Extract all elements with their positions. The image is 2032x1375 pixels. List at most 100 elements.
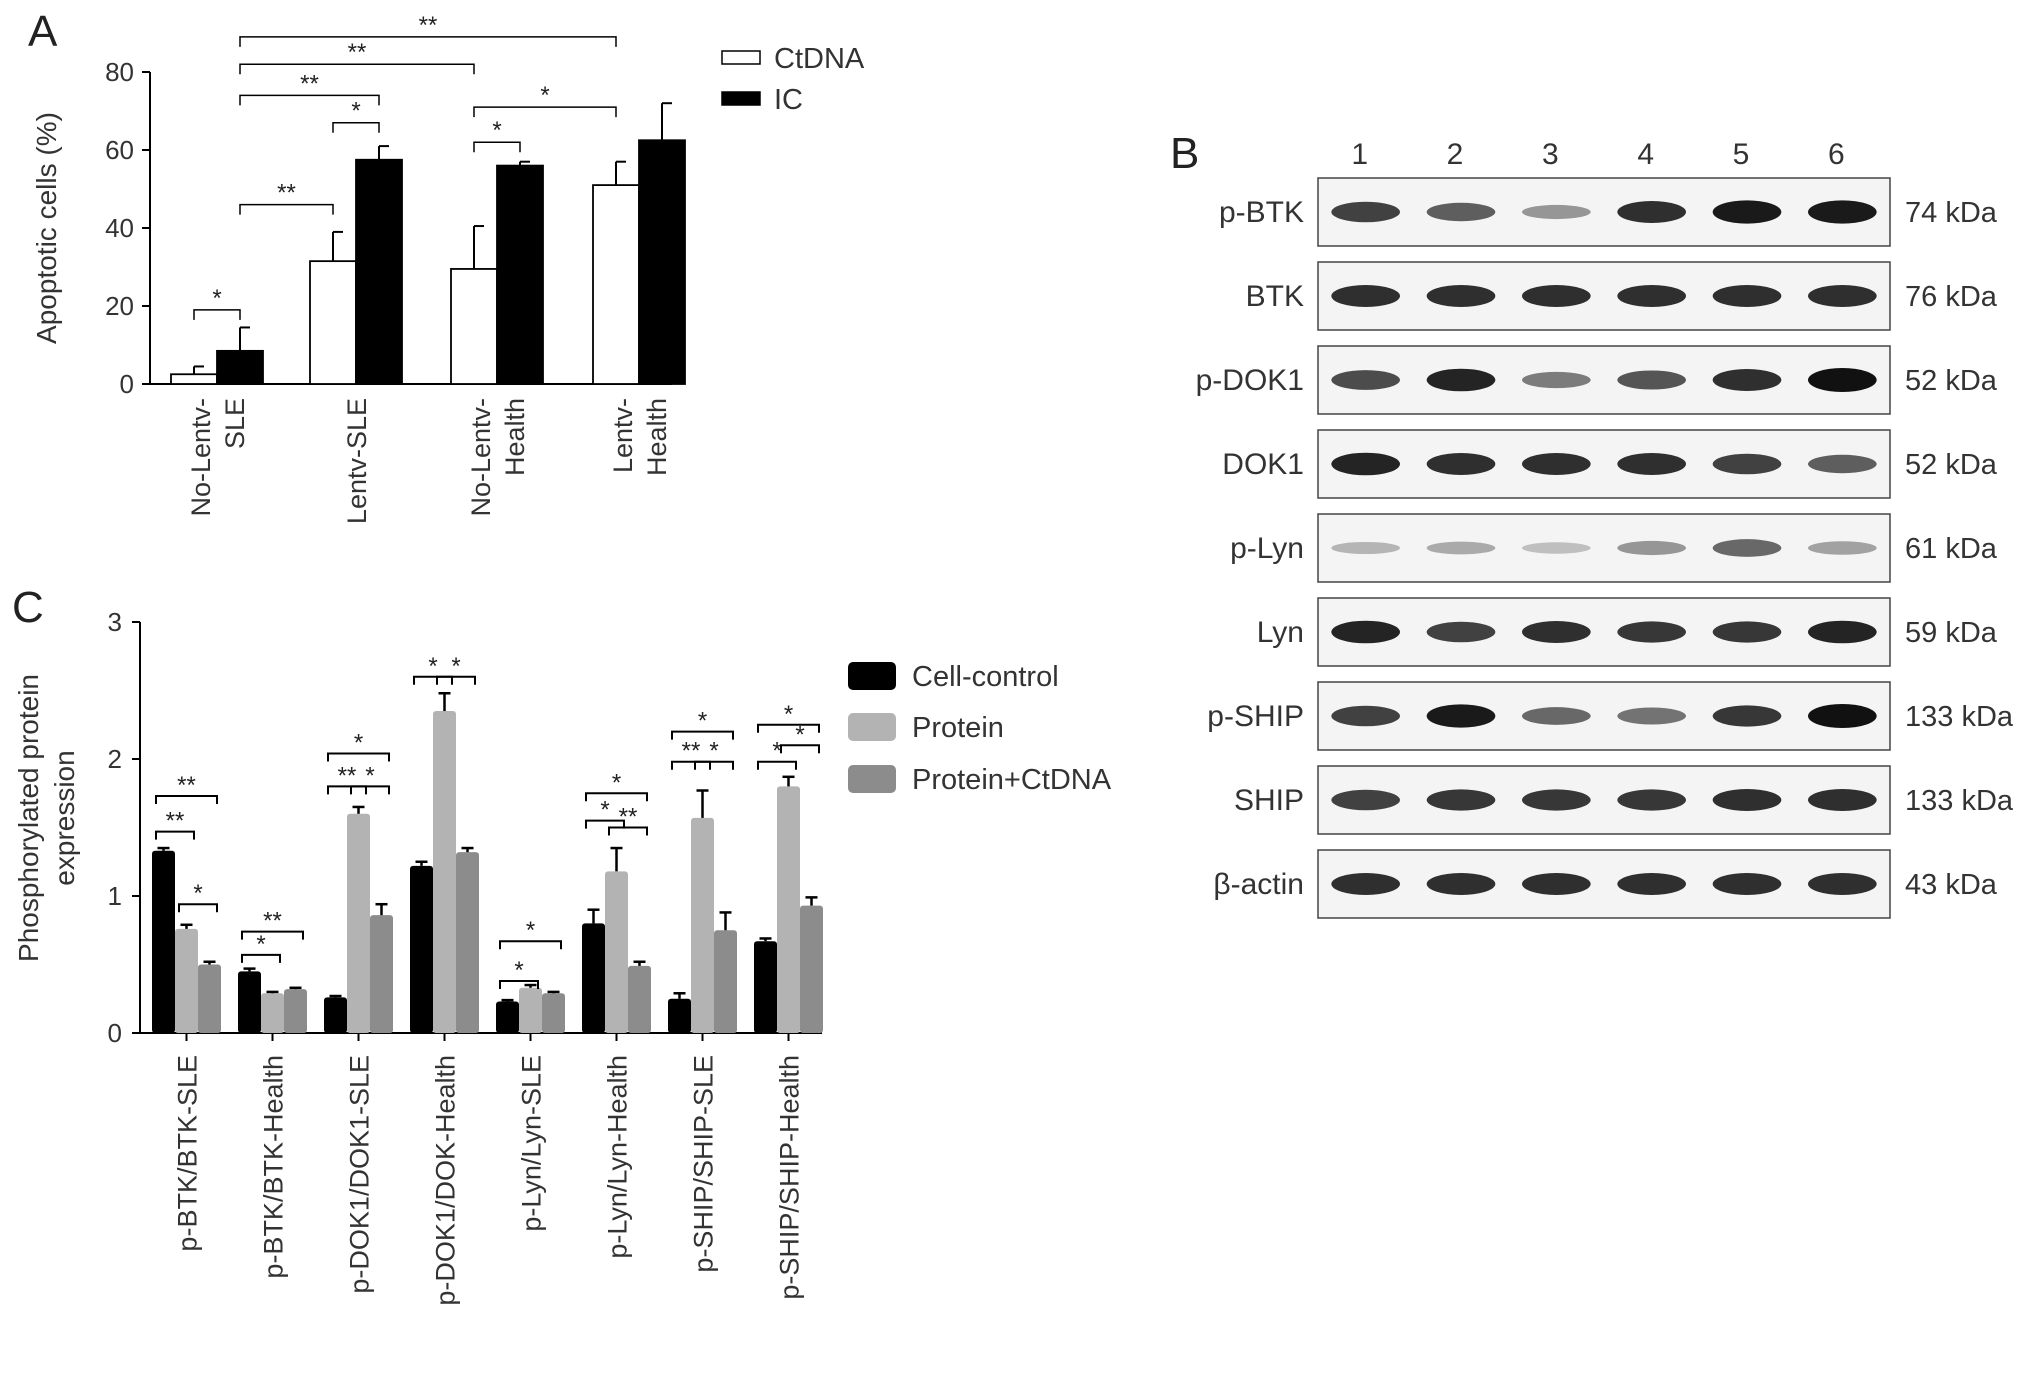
bar [410, 865, 433, 1033]
protein-band [1426, 621, 1496, 643]
protein-band [1426, 368, 1496, 392]
category-label: No-Lentv- [466, 398, 496, 517]
significance-marker: ** [419, 12, 438, 39]
bar [668, 998, 691, 1033]
significance-bracket [473, 141, 521, 153]
bar [638, 139, 686, 385]
category-label: SLE [220, 398, 250, 449]
protein-band [1331, 370, 1400, 390]
protein-band [1331, 705, 1400, 727]
significance-bracket [608, 826, 648, 836]
significance-marker: * [365, 762, 374, 789]
category-label: p-DOK1/DOK1-SLE [345, 1055, 375, 1294]
bar [714, 930, 737, 1033]
bar [450, 268, 498, 385]
lane-number: 4 [1637, 138, 1654, 171]
bar [582, 923, 605, 1033]
chart-c-bars [152, 691, 823, 1033]
blot-row-label: β-actin [1213, 868, 1304, 901]
significance-marker: * [354, 730, 363, 757]
significance-marker: ** [177, 772, 196, 799]
blot-row-label: p-DOK1 [1196, 364, 1304, 397]
category-label: Health [500, 398, 530, 476]
protein-band [1617, 285, 1686, 307]
lane-number: 5 [1733, 138, 1750, 171]
significance-bracket [350, 785, 390, 795]
significance-marker: * [492, 117, 501, 144]
blot-membrane [1317, 765, 1891, 835]
significance-bracket [585, 792, 648, 802]
significance-bracket [671, 730, 734, 740]
category-label: p-Lyn/Lyn-Health [603, 1055, 633, 1259]
significance-marker: * [698, 708, 707, 735]
protein-band [1331, 873, 1400, 895]
protein-band [1617, 370, 1686, 390]
protein-band [1522, 707, 1591, 725]
protein-band [1712, 873, 1782, 895]
significance-marker: * [451, 653, 460, 680]
y-tick-label: 2 [108, 744, 122, 774]
significance-marker: * [193, 880, 202, 907]
significance-bracket [327, 785, 367, 795]
significance-bracket [757, 760, 797, 770]
protein-band [1808, 789, 1877, 811]
blot-row: p-Lyn 61 kDa [1230, 513, 1998, 583]
y-tick-label: 0 [108, 1018, 122, 1048]
bar [519, 987, 542, 1033]
lane-number: 1 [1351, 138, 1368, 171]
significance-marker: * [514, 957, 523, 984]
protein-band [1617, 789, 1686, 811]
chart-c-y-axis-title-line-2: expression [49, 750, 80, 885]
significance-marker: * [526, 917, 535, 944]
significance-marker: * [212, 285, 221, 312]
protein-band [1808, 873, 1877, 895]
protein-band [1712, 789, 1782, 811]
significance-bracket [239, 36, 617, 47]
legend-label-protein-ctdna: Protein+CtDNA [912, 764, 1112, 796]
protein-band [1712, 705, 1782, 727]
protein-band [1522, 621, 1591, 643]
significance-bracket [193, 309, 241, 320]
bar [238, 971, 261, 1033]
protein-band [1522, 453, 1591, 475]
protein-band [1522, 873, 1591, 895]
significance-bracket [155, 794, 218, 804]
blot-membrane [1317, 177, 1891, 247]
blot-membrane [1317, 429, 1891, 499]
blot-membrane [1317, 681, 1891, 751]
legend-swatch-protein-ctdna [848, 765, 896, 793]
bar [170, 373, 218, 385]
significance-marker: * [772, 738, 781, 765]
chart-c-y-axis-title-line-1: Phosphorylated protein [13, 674, 44, 962]
y-tick-label: 40 [105, 213, 134, 243]
protein-band [1712, 285, 1782, 307]
bar [284, 989, 307, 1033]
significance-bracket [178, 903, 218, 913]
significance-bracket [780, 744, 820, 754]
protein-band [1426, 285, 1496, 307]
blot-row-kda: 74 kDa [1905, 197, 1998, 229]
bar [347, 813, 370, 1033]
protein-band [1617, 540, 1686, 556]
significance-marker: * [784, 701, 793, 728]
bar [496, 164, 544, 385]
significance-marker: * [709, 738, 718, 765]
significance-bracket [585, 819, 625, 829]
chart-a-y-axis-title: Apoptotic cells (%) [31, 112, 62, 344]
significance-bracket [241, 953, 281, 963]
chart-a-categories: No-Lentv- SLE Lentv-SLE No-Lentv- Health Lent… [186, 398, 672, 524]
significance-marker: ** [338, 762, 357, 789]
protein-band [1522, 542, 1591, 554]
blot-row-kda: 76 kDa [1905, 281, 1998, 313]
protein-band [1808, 368, 1877, 392]
significance-marker: * [351, 98, 360, 125]
bar [496, 1001, 519, 1033]
bar [309, 260, 357, 385]
category-label: Lentv- [608, 398, 638, 473]
significance-marker: * [600, 797, 609, 824]
protein-band [1712, 200, 1782, 224]
blot-row: p-SHIP 133 kDa [1207, 681, 2014, 751]
protein-band [1617, 201, 1686, 223]
blot-row-kda: 52 kDa [1905, 365, 1998, 397]
